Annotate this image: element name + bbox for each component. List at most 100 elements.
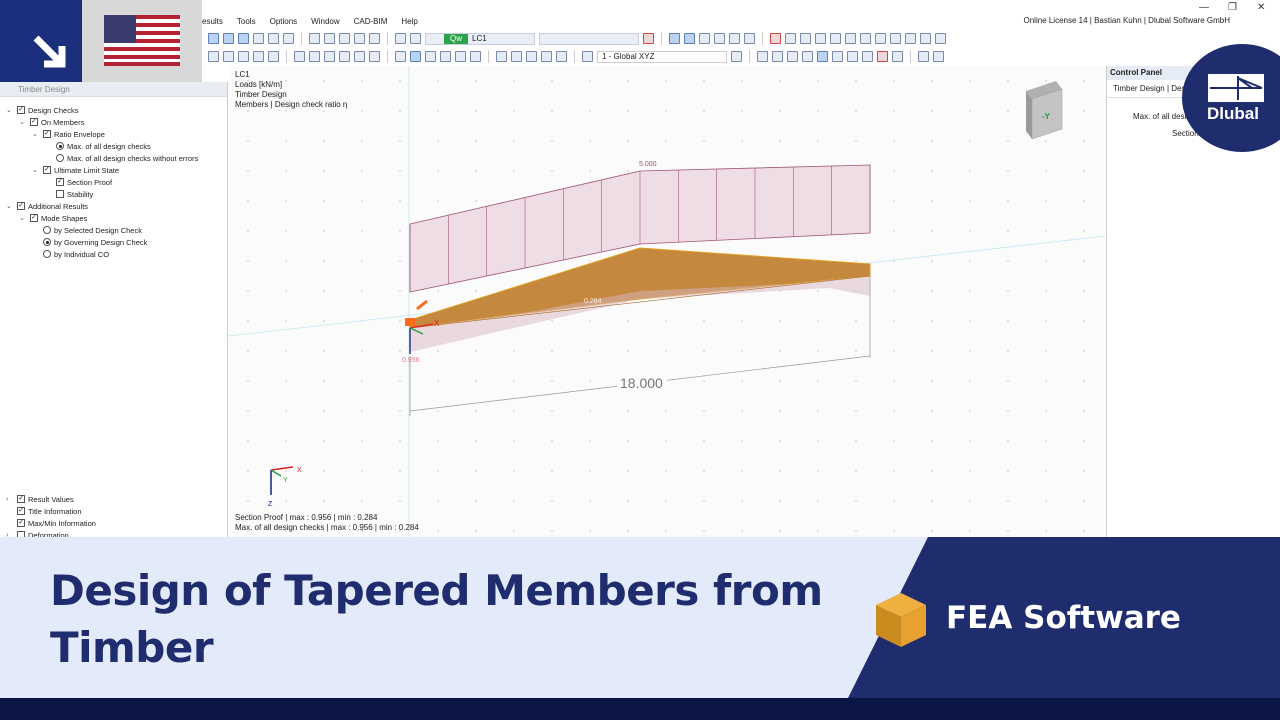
tool-icon[interactable] [918, 51, 929, 62]
checkbox[interactable]: ✓ [30, 214, 38, 222]
tree-item[interactable]: by Individual CO [32, 248, 109, 260]
tree-item[interactable]: ⌄ ✓ Design Checks [6, 104, 78, 116]
tree-item[interactable]: Max. of all design checks [45, 140, 151, 152]
tool-icon[interactable] [757, 51, 768, 62]
view-icon[interactable] [253, 33, 264, 44]
radio[interactable] [43, 226, 51, 234]
checkbox[interactable]: ✓ [43, 130, 51, 138]
chevron-down-icon[interactable]: ⌄ [32, 167, 38, 174]
radio[interactable] [56, 142, 64, 150]
menu-tools[interactable]: Tools [236, 16, 256, 26]
view-select[interactable]: 1 - Global XYZ [597, 50, 727, 63]
tool-icon[interactable] [238, 51, 249, 62]
checkbox[interactable]: ✓ [30, 118, 38, 126]
result-icon[interactable] [744, 33, 755, 44]
tree-item[interactable]: Stability [45, 188, 93, 200]
tool-icon[interactable] [410, 33, 421, 44]
tree-item[interactable]: › ✓ Result Values [6, 494, 74, 504]
tool-icon[interactable] [556, 51, 567, 62]
tool-icon[interactable] [511, 51, 522, 62]
chevron-down-icon[interactable]: ⌄ [6, 203, 12, 210]
tree-item[interactable]: by Selected Design Check [32, 224, 142, 236]
chevron-down-icon[interactable]: ⌄ [6, 107, 12, 114]
tree-item[interactable]: ⌄ ✓ On Members [19, 116, 84, 128]
checkbox[interactable]: ✓ [17, 495, 25, 503]
tool-icon[interactable] [440, 51, 451, 62]
tool-icon[interactable] [875, 33, 886, 44]
tool-icon[interactable] [369, 33, 380, 44]
3d-viewport[interactable]: X 0.956 0.284 5.000 18.000 -Y X Y Z [228, 66, 1106, 537]
tree-item[interactable]: ✓ Title Information [6, 505, 82, 517]
tool-icon[interactable] [800, 33, 811, 44]
tool-icon[interactable] [223, 51, 234, 62]
load-case-select[interactable]: Qw LC1 [425, 32, 535, 45]
view-icon[interactable] [208, 33, 219, 44]
tool-icon[interactable] [294, 51, 305, 62]
tool-icon[interactable] [208, 51, 219, 62]
tool-icon[interactable] [354, 33, 365, 44]
tool-icon[interactable] [541, 51, 552, 62]
menu-cad-bim[interactable]: CAD-BIM [353, 16, 388, 26]
tool-icon[interactable] [787, 51, 798, 62]
menu-results[interactable]: esults [202, 16, 223, 26]
checkbox[interactable] [56, 190, 64, 198]
tool-icon[interactable] [526, 51, 537, 62]
result-icon[interactable] [699, 33, 710, 44]
tool-icon[interactable] [253, 51, 264, 62]
tool-icon[interactable] [815, 33, 826, 44]
checkbox[interactable]: ✓ [17, 106, 25, 114]
tool-icon[interactable] [845, 33, 856, 44]
tool-icon[interactable] [339, 33, 350, 44]
tree-item[interactable]: ✓ Section Proof [45, 176, 112, 188]
tool-icon[interactable] [410, 51, 421, 62]
tool-icon[interactable] [817, 51, 828, 62]
tool-icon[interactable] [339, 51, 350, 62]
tree-item[interactable]: Max. of all design checks without errors [45, 152, 198, 164]
tool-icon[interactable] [395, 33, 406, 44]
restore-button[interactable]: ❐ [1228, 2, 1237, 13]
checkbox[interactable]: ✓ [17, 507, 25, 515]
checkbox[interactable]: ✓ [56, 178, 64, 186]
tree-item[interactable]: ✓ Max/Min Information [6, 517, 96, 529]
tool-icon[interactable] [770, 33, 781, 44]
tool-icon[interactable] [309, 51, 320, 62]
tool-icon[interactable] [268, 51, 279, 62]
tool-icon[interactable] [847, 51, 858, 62]
filter-icon[interactable] [395, 51, 406, 62]
view-icon[interactable] [238, 33, 249, 44]
menu-options[interactable]: Options [269, 16, 298, 26]
tool-icon[interactable] [802, 51, 813, 62]
filter-icon[interactable] [643, 33, 654, 44]
result-icon[interactable] [729, 33, 740, 44]
tool-icon[interactable] [890, 33, 901, 44]
tool-icon[interactable] [455, 51, 466, 62]
tool-icon[interactable] [772, 51, 783, 62]
tool-icon[interactable] [309, 33, 320, 44]
result-icon[interactable] [714, 33, 725, 44]
tool-icon[interactable] [935, 33, 946, 44]
tree-item[interactable]: ⌄ ✓ Ratio Envelope [32, 128, 105, 140]
tool-icon[interactable] [731, 51, 742, 62]
tree-item[interactable]: by Governing Design Check [32, 236, 147, 248]
tool-icon[interactable] [905, 33, 916, 44]
tool-icon[interactable] [862, 51, 873, 62]
tool-icon[interactable] [369, 51, 380, 62]
tool-icon[interactable] [354, 51, 365, 62]
chevron-down-icon[interactable]: ⌄ [19, 119, 25, 126]
load-case-dropdown[interactable] [539, 32, 639, 45]
tool-icon[interactable] [830, 33, 841, 44]
checkbox[interactable]: ✓ [17, 519, 25, 527]
view-icon[interactable] [223, 33, 234, 44]
tool-icon[interactable] [324, 51, 335, 62]
chevron-down-icon[interactable]: ⌄ [19, 215, 25, 222]
tool-icon[interactable] [324, 33, 335, 44]
tree-item[interactable]: ⌄ ✓ Additional Results [6, 200, 88, 212]
screenshot-icon[interactable] [892, 51, 903, 62]
tool-icon[interactable] [832, 51, 843, 62]
chevron-down-icon[interactable]: ⌄ [32, 131, 38, 138]
tool-icon[interactable] [920, 33, 931, 44]
radio[interactable] [43, 250, 51, 258]
checkbox[interactable]: ✓ [17, 202, 25, 210]
tree-item[interactable]: ⌄ ✓ Ultimate Limit State [32, 164, 119, 176]
tool-icon[interactable] [933, 51, 944, 62]
